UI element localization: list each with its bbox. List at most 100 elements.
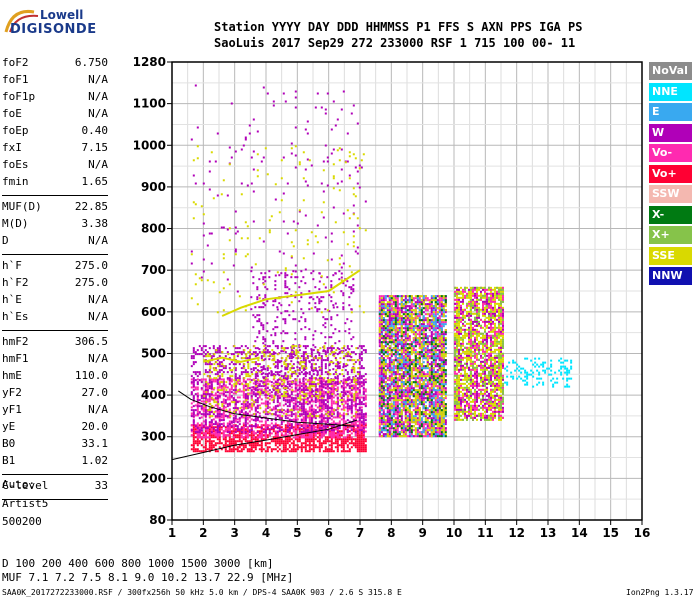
echo-point (308, 402, 311, 405)
echo-point (252, 382, 255, 385)
echo-point (341, 373, 344, 376)
param-label: hmF1 (2, 352, 29, 365)
echo-point (264, 280, 267, 283)
echo-point (316, 400, 319, 403)
echo-point (268, 402, 271, 405)
echo-point (335, 373, 338, 376)
echo-point (277, 389, 280, 392)
echo-point (204, 409, 207, 412)
echo-point (354, 416, 357, 419)
echo-point (342, 406, 345, 409)
echo-point (338, 444, 341, 447)
echo-point (286, 422, 289, 425)
echo-point (264, 286, 267, 289)
echo-point (228, 392, 231, 395)
echo-point (424, 297, 427, 300)
echo-point (224, 391, 227, 394)
echo-point (266, 300, 269, 303)
echo-point (358, 399, 361, 402)
echo-point (338, 362, 341, 365)
echo-point (218, 371, 221, 374)
echo-point (256, 444, 259, 447)
echo-point (318, 380, 321, 383)
echo-point (228, 403, 231, 406)
echo-point (344, 382, 347, 385)
echo-point (426, 299, 429, 302)
echo-point (378, 413, 381, 416)
echo-point (324, 322, 327, 325)
echo-point (298, 349, 301, 352)
echo-point (328, 336, 331, 339)
echo-point (284, 322, 287, 325)
echo-point (247, 385, 250, 388)
echo-point (298, 406, 301, 409)
echo-point (322, 440, 325, 443)
echo-point (238, 400, 241, 403)
echo-point (238, 378, 241, 381)
echo-point (422, 391, 425, 394)
param-value: 33 (94, 479, 108, 492)
echo-point (244, 423, 247, 426)
echo-point (305, 393, 308, 396)
echo-point (276, 363, 279, 366)
echo-point (256, 298, 259, 301)
echo-point (258, 306, 261, 309)
echo-point (238, 396, 241, 399)
echo-point (310, 363, 313, 366)
echo-point (212, 427, 215, 430)
echo-point (266, 424, 269, 427)
echo-point (240, 434, 243, 437)
echo-point (360, 351, 363, 354)
echo-point (192, 450, 195, 453)
echo-point (332, 420, 335, 423)
echo-point (378, 325, 381, 328)
echo-point (288, 422, 291, 425)
echo-point (276, 410, 279, 413)
echo-point (348, 376, 351, 379)
echo-point (282, 377, 285, 380)
echo-point (204, 432, 207, 435)
echo-point (250, 414, 253, 417)
param-value: N/A (88, 73, 108, 86)
echo-point (394, 393, 397, 396)
param-row: yE 20.0 (2, 420, 108, 437)
echo-point (262, 391, 265, 394)
echo-point (236, 351, 239, 354)
echo-point (322, 296, 325, 299)
echo-point (356, 383, 359, 386)
echo-point (218, 361, 221, 364)
echo-point (316, 440, 319, 443)
echo-point (273, 363, 276, 366)
echo-point (320, 415, 323, 418)
echo-point (326, 349, 329, 352)
echo-point (222, 414, 225, 417)
echo-point (310, 355, 313, 358)
echo-point (302, 351, 305, 354)
echo-point (226, 428, 229, 431)
echo-point (346, 405, 349, 408)
echo-point (336, 413, 339, 416)
echo-point (250, 426, 253, 429)
echo-point (284, 320, 287, 323)
echo-point (272, 388, 275, 391)
echo-point (320, 402, 323, 405)
echo-point (334, 371, 337, 374)
echo-point (190, 424, 193, 427)
echo-point (296, 393, 299, 396)
echo-point (323, 347, 326, 350)
echo-point (310, 359, 313, 362)
echo-point (290, 386, 293, 389)
echo-point (396, 395, 399, 398)
echo-point (258, 434, 261, 437)
echo-point (360, 430, 363, 433)
param-label: foF1 (2, 73, 29, 86)
echo-point (212, 432, 215, 435)
echo-point (251, 361, 254, 364)
echo-point (220, 426, 223, 429)
echo-point (243, 401, 246, 404)
echo-point (278, 438, 281, 441)
echo-point (230, 396, 233, 399)
echo-point (318, 369, 321, 372)
echo-point (288, 450, 291, 453)
echo-point (348, 399, 351, 402)
